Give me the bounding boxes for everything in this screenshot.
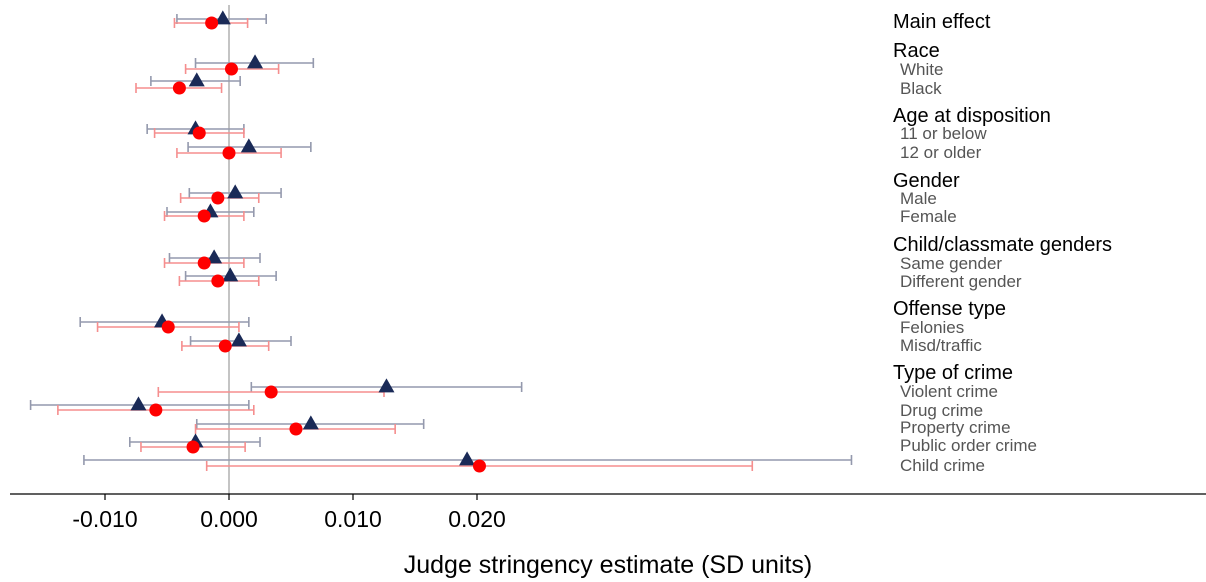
subgroup-label: Male	[900, 189, 937, 208]
circle-marker	[289, 422, 303, 436]
subgroup-label: Different gender	[900, 272, 1022, 291]
subgroup-label: 12 or older	[900, 143, 982, 162]
subgroup-label: 11 or below	[900, 124, 987, 143]
triangle-marker	[227, 184, 244, 199]
subgroup-label: Same gender	[900, 254, 1002, 273]
group-label: Gender	[893, 170, 960, 192]
circle-marker	[224, 62, 238, 76]
triangle-marker	[240, 138, 257, 153]
circle-marker	[186, 440, 200, 454]
subgroup-label: Felonies	[900, 318, 964, 337]
triangle-marker	[230, 332, 247, 347]
x-axis: -0.010 0.000 0.010 0.020 Judge stringency es…	[10, 493, 1206, 579]
subgroup-label: Black	[900, 79, 942, 98]
x-tick-label: -0.010	[72, 506, 137, 532]
subgroup-label: Property crime	[900, 418, 1011, 437]
subgroup-label: Violent crime	[900, 382, 998, 401]
circle-marker	[192, 126, 206, 140]
triangle-marker	[206, 249, 223, 264]
subgroup-label: Drug crime	[900, 401, 983, 420]
x-tick-label: 0.020	[448, 506, 506, 532]
group-label: Main effect	[893, 11, 991, 33]
group-label: Offense type	[893, 298, 1006, 320]
circle-marker	[197, 256, 211, 270]
triangle-marker	[188, 72, 205, 87]
group-label: Child/classmate genders	[893, 234, 1112, 256]
confidence-intervals	[29, 14, 853, 471]
circle-marker	[161, 320, 175, 334]
x-tick-label: 0.010	[324, 506, 382, 532]
circle-marker	[222, 146, 236, 160]
triangle-marker	[378, 378, 395, 393]
x-axis-title: Judge stringency estimate (SD units)	[404, 551, 813, 579]
group-label: Type of crime	[893, 362, 1013, 384]
subgroup-label: White	[900, 60, 943, 79]
circle-marker	[172, 81, 186, 95]
subgroup-label: Misd/traffic	[900, 336, 982, 355]
circle-marker	[197, 209, 211, 223]
circle-marker	[264, 385, 278, 399]
circle-marker	[205, 16, 219, 30]
circle-marker	[472, 459, 486, 473]
circle-marker	[149, 403, 163, 417]
subgroup-label: Female	[900, 207, 957, 226]
circle-marker	[211, 274, 225, 288]
subgroup-label: Public order crime	[900, 436, 1037, 455]
triangle-marker	[302, 415, 319, 430]
x-tick-label: 0.000	[200, 506, 258, 532]
group-label: Race	[893, 40, 940, 62]
circle-marker	[211, 191, 225, 205]
triangle-marker	[130, 396, 147, 411]
triangle-marker	[214, 10, 231, 25]
triangle-marker	[247, 54, 264, 69]
subgroup-label: Child crime	[900, 456, 985, 475]
group-label: Age at disposition	[893, 105, 1051, 127]
point-estimates	[130, 10, 486, 473]
circle-marker	[218, 339, 232, 353]
triangle-marker	[459, 451, 476, 466]
triangle-marker	[222, 267, 239, 282]
